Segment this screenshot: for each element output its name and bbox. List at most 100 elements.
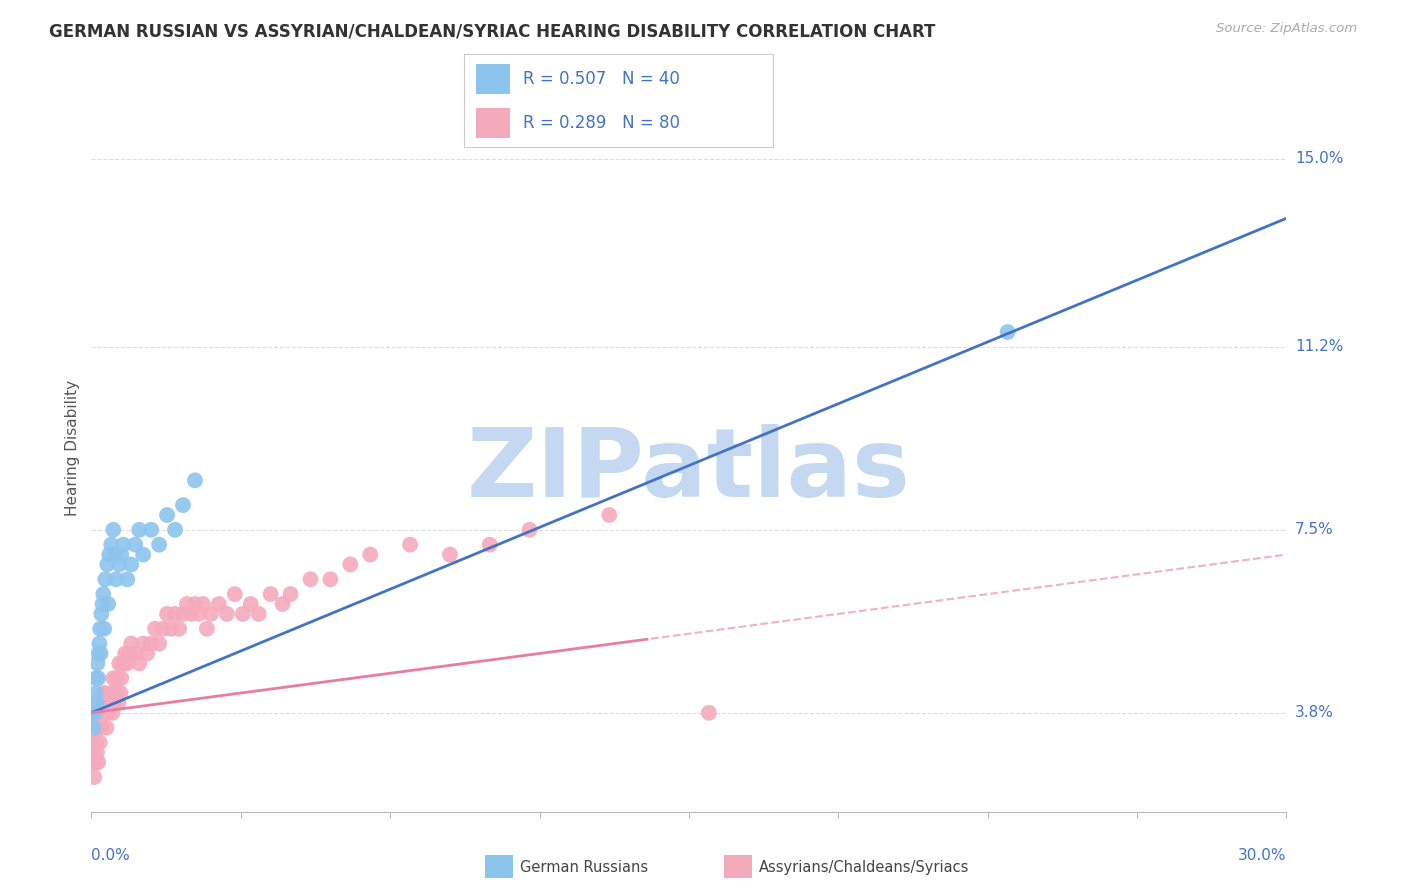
Text: 15.0%: 15.0% (1295, 152, 1343, 167)
Point (96, 558, 118, 572)
Point (87, 647, 110, 661)
Point (93, 587, 114, 601)
Point (156, 508, 179, 522)
Text: 3.8%: 3.8% (1295, 706, 1334, 721)
Point (120, 558, 142, 572)
Point (90, 607, 112, 621)
Point (239, 597, 262, 611)
Point (439, 548, 461, 562)
Point (93, 696, 114, 710)
Point (103, 523, 125, 537)
Point (195, 622, 218, 636)
Point (87, 721, 110, 735)
Point (132, 636, 155, 650)
Point (96, 721, 118, 735)
Point (89, 636, 111, 650)
Point (107, 696, 129, 710)
Point (97, 597, 120, 611)
Point (86, 696, 108, 710)
Point (399, 538, 422, 552)
Bar (477, 108, 510, 138)
Point (188, 607, 211, 621)
Text: R = 0.507   N = 40: R = 0.507 N = 40 (523, 70, 679, 87)
Point (100, 686, 122, 700)
Text: R = 0.289   N = 80: R = 0.289 N = 80 (523, 114, 679, 132)
Point (163, 607, 186, 621)
Point (90, 647, 112, 661)
Text: Source: ZipAtlas.com: Source: ZipAtlas.com (1216, 22, 1357, 36)
Point (100, 696, 122, 710)
Point (104, 686, 127, 700)
Point (90, 706, 112, 720)
Point (83, 696, 105, 710)
Point (184, 474, 207, 488)
Point (97, 706, 120, 720)
Point (148, 636, 170, 650)
Point (184, 597, 207, 611)
Point (115, 572, 138, 586)
Point (110, 548, 132, 562)
Point (167, 622, 190, 636)
Point (103, 696, 125, 710)
Point (90, 721, 112, 735)
Point (176, 597, 198, 611)
Point (91, 686, 114, 700)
Point (98, 696, 121, 710)
Point (319, 572, 342, 586)
Point (105, 671, 128, 685)
Point (141, 523, 162, 537)
Point (83, 770, 105, 784)
Point (86, 706, 108, 720)
Point (112, 657, 135, 671)
Point (87, 756, 110, 770)
Point (83, 721, 105, 735)
Point (89, 696, 111, 710)
Point (93, 706, 115, 720)
Point (86, 657, 108, 671)
Point (105, 686, 128, 700)
Point (94, 572, 117, 586)
Point (156, 607, 179, 621)
Point (997, 325, 1019, 339)
Point (105, 572, 128, 586)
Point (200, 607, 222, 621)
Point (697, 706, 720, 720)
Point (114, 647, 136, 661)
Text: 30.0%: 30.0% (1239, 848, 1286, 863)
Point (84, 686, 107, 700)
Point (208, 597, 231, 611)
Point (160, 622, 183, 636)
Point (108, 558, 131, 572)
Bar (477, 64, 510, 94)
Point (120, 636, 142, 650)
Point (180, 607, 202, 621)
Point (172, 607, 194, 621)
Point (163, 523, 186, 537)
Point (124, 647, 146, 661)
Point (100, 538, 122, 552)
Point (104, 548, 127, 562)
Point (172, 498, 194, 512)
Point (101, 706, 124, 720)
Point (215, 607, 238, 621)
Point (84, 756, 107, 770)
Point (84, 706, 107, 720)
Point (89, 735, 111, 749)
Point (94, 686, 117, 700)
Point (148, 538, 170, 552)
Point (124, 538, 146, 552)
Point (132, 548, 155, 562)
Point (299, 572, 322, 586)
Point (84, 721, 107, 735)
Point (86, 745, 108, 759)
Text: Assyrians/Chaldeans/Syriacs: Assyrians/Chaldeans/Syriacs (759, 860, 970, 874)
Point (115, 657, 138, 671)
Text: ZIPatlas: ZIPatlas (467, 424, 911, 516)
Text: German Russians: German Russians (520, 860, 648, 874)
Point (280, 587, 302, 601)
Point (93, 622, 115, 636)
Y-axis label: Hearing Disability: Hearing Disability (65, 380, 80, 516)
Point (598, 508, 620, 522)
Point (143, 622, 166, 636)
Point (89, 622, 111, 636)
